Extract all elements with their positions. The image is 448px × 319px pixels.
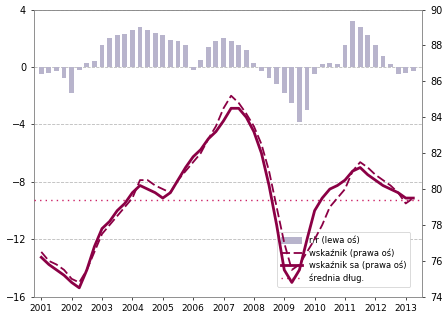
Bar [198, 60, 203, 67]
Bar [282, 67, 287, 93]
Bar [350, 21, 355, 67]
Bar [62, 67, 66, 78]
Bar [274, 67, 279, 84]
Bar [183, 46, 188, 67]
Bar [214, 41, 218, 67]
Bar [297, 67, 302, 122]
Bar [115, 35, 120, 67]
Bar [373, 46, 378, 67]
Bar [39, 67, 44, 74]
Legend: r/r (lewa oś), wskaźnik (prawa oś), wskaźnik sa (prawa oś), średnia dług.: r/r (lewa oś), wskaźnik (prawa oś), wska… [277, 232, 410, 287]
Bar [267, 67, 271, 78]
Bar [396, 67, 401, 74]
Bar [47, 67, 52, 73]
Bar [343, 46, 347, 67]
Bar [320, 64, 325, 67]
Bar [388, 64, 393, 67]
Bar [92, 61, 97, 67]
Bar [236, 46, 241, 67]
Bar [84, 63, 89, 67]
Bar [206, 47, 211, 67]
Bar [335, 64, 340, 67]
Bar [358, 27, 362, 67]
Bar [107, 38, 112, 67]
Bar [77, 67, 82, 70]
Bar [99, 46, 104, 67]
Bar [365, 35, 370, 67]
Bar [176, 41, 181, 67]
Bar [289, 67, 294, 103]
Bar [244, 50, 249, 67]
Bar [221, 38, 226, 67]
Bar [403, 67, 408, 73]
Bar [251, 63, 256, 67]
Bar [153, 33, 158, 67]
Bar [228, 41, 233, 67]
Bar [168, 40, 173, 67]
Bar [69, 67, 74, 93]
Bar [160, 35, 165, 67]
Bar [305, 67, 310, 110]
Bar [54, 67, 59, 71]
Bar [380, 56, 385, 67]
Bar [145, 30, 150, 67]
Bar [138, 27, 142, 67]
Bar [122, 34, 127, 67]
Bar [259, 67, 264, 71]
Bar [411, 67, 416, 71]
Bar [130, 30, 135, 67]
Bar [312, 67, 317, 74]
Bar [191, 67, 196, 70]
Bar [327, 63, 332, 67]
